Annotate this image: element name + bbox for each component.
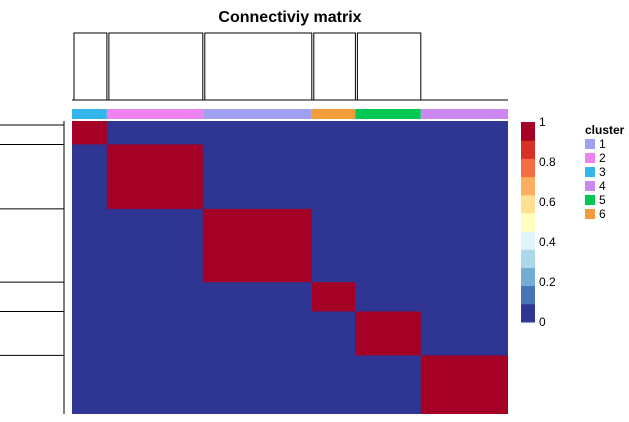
top-dendrogram-branch-1 bbox=[204, 32, 313, 100]
colorbar-segment bbox=[521, 249, 535, 268]
top-dendrogram bbox=[72, 32, 508, 101]
legend-swatch-2 bbox=[585, 153, 595, 163]
cluster-block-4 bbox=[420, 355, 508, 414]
legend-label-6: 6 bbox=[599, 207, 606, 221]
annotation-segment-4 bbox=[420, 109, 508, 119]
heatmap-cells bbox=[72, 121, 508, 414]
colorbar-segment bbox=[521, 303, 535, 323]
colorbar-tick-label: 0.2 bbox=[539, 275, 556, 289]
annotation-segment-2 bbox=[106, 109, 203, 119]
colorbar-segment bbox=[521, 267, 535, 287]
colorbar-tick-label: 0.4 bbox=[539, 235, 556, 249]
cluster-annotation-bar bbox=[72, 109, 508, 119]
colorbar-tick-label: 0.8 bbox=[539, 155, 556, 169]
colorbar-segment bbox=[521, 231, 535, 250]
legend-swatch-5 bbox=[585, 195, 595, 205]
legend-title: cluster bbox=[585, 123, 625, 137]
colorbar-tick-label: 0.6 bbox=[539, 195, 556, 209]
legend-swatch-1 bbox=[585, 139, 595, 149]
annotation-segment-1 bbox=[202, 109, 312, 119]
colorbar-tick-label: 1 bbox=[539, 115, 546, 129]
colorbar-segment bbox=[521, 140, 535, 159]
colorbar-segment bbox=[521, 158, 535, 178]
cluster-block-2 bbox=[106, 144, 203, 209]
colorbar-segment bbox=[521, 176, 535, 196]
top-dendrogram-branch-6 bbox=[313, 32, 356, 100]
colorbar-segment bbox=[521, 212, 535, 232]
cluster-block-5 bbox=[355, 311, 421, 356]
colorbar-segment bbox=[521, 122, 535, 141]
legend-label-2: 2 bbox=[599, 151, 606, 165]
top-dendrogram-branch-2 bbox=[108, 32, 204, 100]
legend-label-4: 4 bbox=[599, 179, 606, 193]
legend-label-1: 1 bbox=[599, 137, 606, 151]
annotation-segment-6 bbox=[311, 109, 356, 119]
legend-swatch-6 bbox=[585, 209, 595, 219]
colorbar: 0 0.2 0.4 0.6 0.8 1 bbox=[521, 115, 556, 329]
colorbar-segment bbox=[521, 285, 535, 305]
legend-swatch-4 bbox=[585, 181, 595, 191]
colorbar-tick-label: 0 bbox=[539, 315, 546, 329]
cluster-block-6 bbox=[311, 282, 356, 312]
annotation-segment-3 bbox=[72, 109, 107, 119]
legend-label-3: 3 bbox=[599, 165, 606, 179]
colorbar-segment bbox=[521, 194, 535, 214]
legend-swatch-3 bbox=[585, 167, 595, 177]
top-dendrogram-branch-3 bbox=[73, 32, 108, 100]
left-dendrogram bbox=[0, 121, 65, 414]
cluster-block-3 bbox=[72, 121, 107, 145]
legend-label-5: 5 bbox=[599, 193, 606, 207]
cluster-block-1 bbox=[202, 208, 312, 283]
annotation-segment-5 bbox=[355, 109, 421, 119]
chart-title: Connectiviy matrix bbox=[218, 9, 361, 26]
top-dendrogram-branch-5 bbox=[356, 32, 422, 100]
